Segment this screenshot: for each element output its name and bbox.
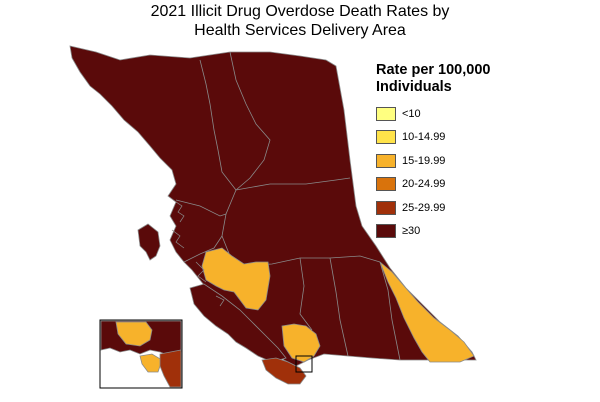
coastline-detail [171, 201, 225, 307]
legend-item: 10-14.99 [376, 126, 576, 150]
legend-swatch [376, 200, 396, 215]
legend-label: 15-19.99 [402, 154, 446, 167]
legend-title: Rate per 100,000 Individuals [376, 62, 576, 96]
legend-swatch [376, 177, 396, 192]
region-south-vancouver-island [261, 357, 307, 385]
region-haida-gwaii [137, 223, 161, 261]
region-central-coast [201, 247, 271, 311]
legend-title-line2: Individuals [376, 79, 452, 95]
legend-swatch [376, 130, 396, 145]
legend-label: ≥30 [402, 225, 421, 238]
legend-label: 10-14.99 [402, 131, 446, 144]
legend-items: <10 10-14.99 15-19.99 20-24.99 25-29.99 ≥30 [376, 102, 576, 243]
legend-swatch [376, 224, 396, 239]
legend-item: 15-19.99 [376, 149, 576, 173]
legend-title-line1: Rate per 100,000 [376, 62, 491, 78]
legend-item: 20-24.99 [376, 173, 576, 197]
legend-label: 20-24.99 [402, 178, 446, 191]
map-title-line1: 2021 Illicit Drug Overdose Death Rates b… [150, 3, 450, 20]
lower-mainland-inset [99, 319, 183, 389]
inset-locator-box [295, 355, 313, 373]
inset-region-north-shore [115, 321, 153, 347]
legend-item: <10 [376, 102, 576, 126]
legend: Rate per 100,000 Individuals <10 10-14.99… [376, 62, 576, 243]
region-east-kootenay [379, 261, 475, 363]
legend-label: 25-29.99 [402, 201, 446, 214]
inset-region-south [159, 349, 182, 388]
region-north-shore [281, 323, 321, 363]
map-title: 2021 Illicit Drug Overdose Death Rates b… [0, 2, 600, 40]
legend-swatch [376, 153, 396, 168]
map-title-line2: Health Services Delivery Area [194, 22, 406, 39]
legend-swatch [376, 106, 396, 121]
legend-label: <10 [402, 107, 421, 120]
inset-region-fraser-south [139, 353, 163, 373]
legend-item: ≥30 [376, 220, 576, 244]
legend-item: 25-29.99 [376, 196, 576, 220]
